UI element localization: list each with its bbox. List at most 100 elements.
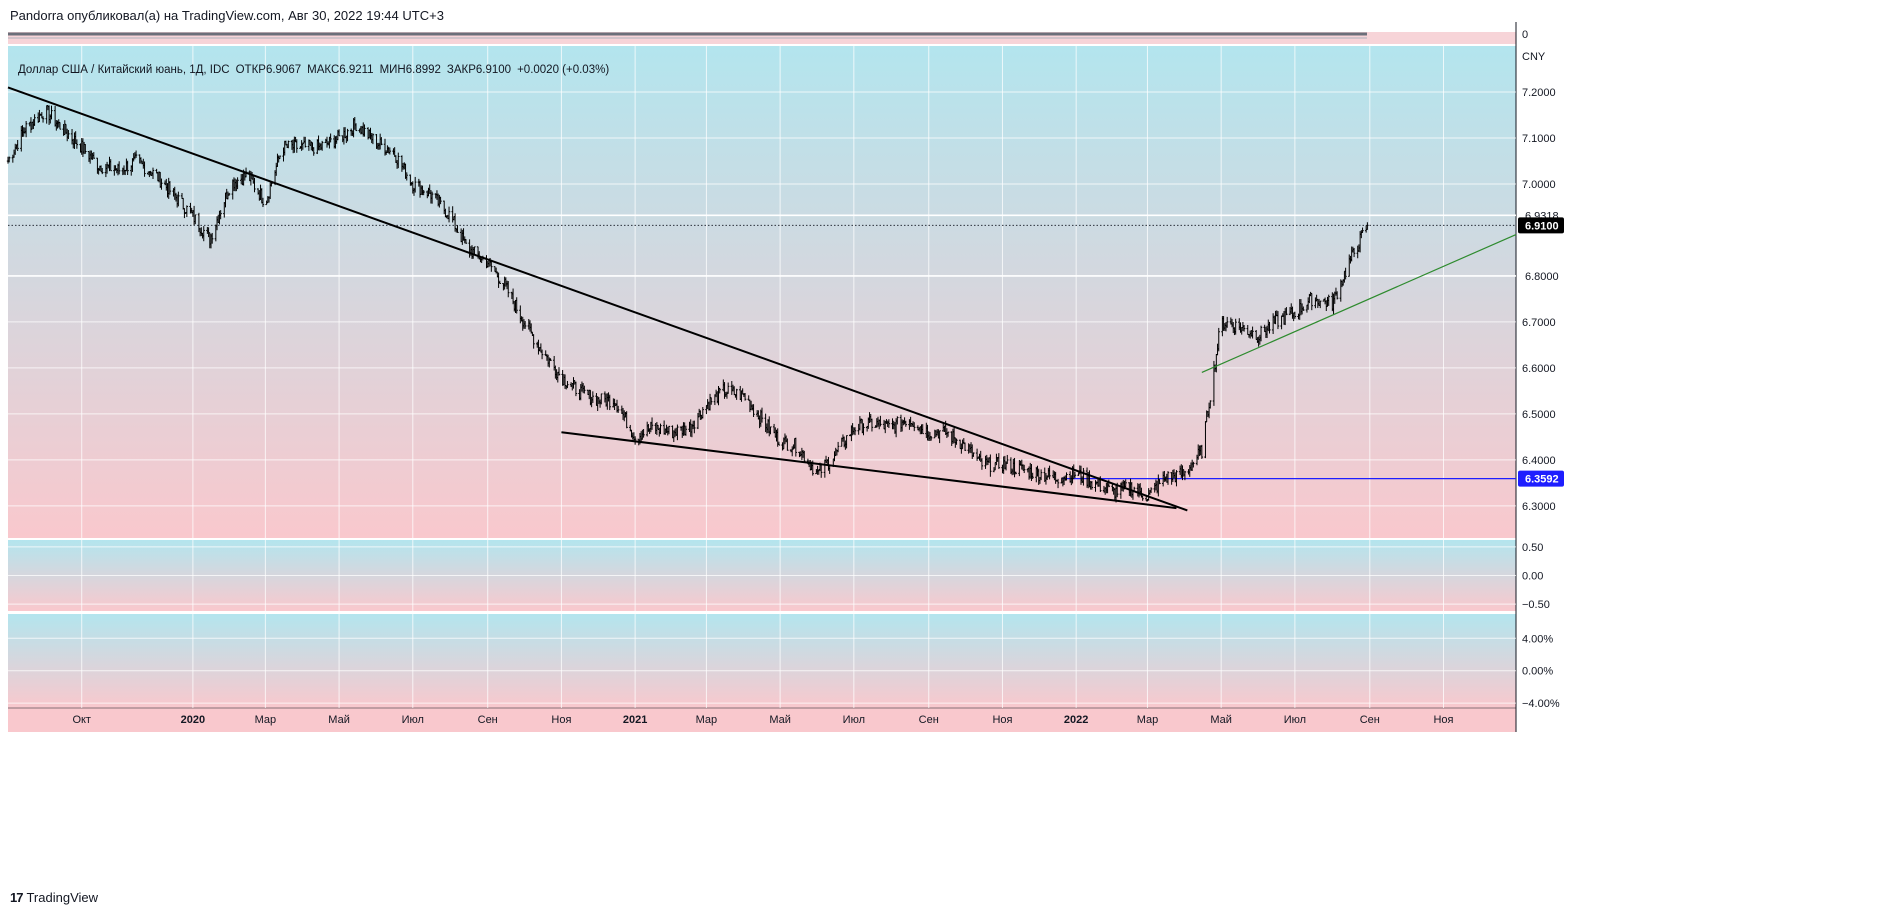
candle [701,407,704,419]
candle [1361,227,1364,233]
candle [177,191,180,207]
candle [1090,480,1094,490]
candle [896,416,899,425]
candle [270,182,273,187]
price-tick-label: 7.0000 [1522,179,1556,191]
time-tick-label: Июл [402,714,424,726]
candle [1166,471,1170,485]
candle [676,424,679,441]
horizontal-levels[interactable] [8,214,1516,480]
candle [320,140,324,151]
axes: Окт 2020 Мар Май Июл Сен Ноя 2021 Мар Май Июл Сен Но… [72,29,1559,726]
time-tick-label: Июл [1284,714,1306,726]
candle [769,426,772,435]
candle [1192,461,1195,468]
trendlines[interactable] [7,86,1517,512]
candle [498,280,501,284]
candle [24,120,28,138]
time-tick-label: Окт [72,714,91,726]
candle [667,425,671,435]
candle [955,438,958,445]
last-price-label: 6.9100 [1525,220,1559,232]
candle [346,128,349,142]
time-tick-label: Ноя [551,714,571,726]
time-tick-label: Мар [696,714,718,726]
candle [185,205,189,218]
candle [151,167,155,179]
time-tick-label: Сен [1360,714,1380,726]
candle [278,155,282,160]
candle [591,391,595,403]
candle [219,210,222,220]
time-tick-label: Мар [255,714,277,726]
candle [1149,487,1153,494]
candle [1276,311,1280,330]
time-tick-label: Сен [478,714,498,726]
candle [794,437,798,457]
candle [566,380,569,389]
candle [1310,292,1313,311]
time-tick-label: Сен [919,714,939,726]
candle [1006,454,1009,464]
candle [693,420,696,434]
level-label: 6.8000 [1525,271,1559,283]
candle [126,160,129,176]
candle [380,137,383,146]
candle [1366,222,1369,230]
candle [397,152,400,169]
candle [980,458,984,470]
candle [583,385,586,394]
candle [1048,465,1051,480]
top-scale-tick: 0 [1522,29,1528,41]
candle [870,418,874,432]
candle [1319,300,1322,309]
currency-label: CNY [1522,51,1546,63]
candle [642,429,645,438]
osc1-tick-label: 0.50 [1522,542,1543,554]
candle [659,423,662,435]
price-tick-label: 6.3000 [1522,501,1556,513]
legend-part: ОТКР6.9067 [236,64,302,76]
candle [414,176,417,193]
time-tick-label: Ноя [1433,714,1453,726]
candle [8,156,11,163]
time-tick-label: Май [769,714,791,726]
time-tick-label: Июл [843,714,865,726]
candle [58,121,62,130]
candle [887,419,891,429]
candle [786,438,789,451]
candle [363,124,366,137]
candle [1107,479,1110,488]
candle [574,381,578,397]
candle [1242,325,1246,332]
candle [473,246,476,255]
candle [540,349,544,360]
candle [1352,247,1356,258]
candle [735,388,738,400]
candle [75,139,79,149]
candle [1183,470,1187,481]
candle [726,382,730,394]
price-tick-label: 6.7000 [1522,317,1556,329]
candle [1158,479,1161,485]
time-tick-label: 2021 [623,714,647,726]
osc2-tick-label: −4.00% [1522,698,1560,710]
candle [16,140,19,152]
candle [523,321,527,329]
candle [803,450,806,463]
candle [101,168,104,175]
candle [422,189,425,196]
osc2-tick-label: 0.00% [1522,666,1553,678]
price-tick-label: 6.6000 [1522,363,1556,375]
candle [1065,472,1068,481]
chart-legend: Доллар США / Китайский юань, 1Д, IDC ОТКР… [18,64,609,76]
candle [862,423,865,436]
candle [304,136,307,148]
candle [997,453,1001,469]
osc1-tick-label: 0.00 [1522,571,1543,583]
candle [752,404,755,418]
candle [1209,400,1212,409]
candle [134,150,138,158]
candle [515,297,518,314]
